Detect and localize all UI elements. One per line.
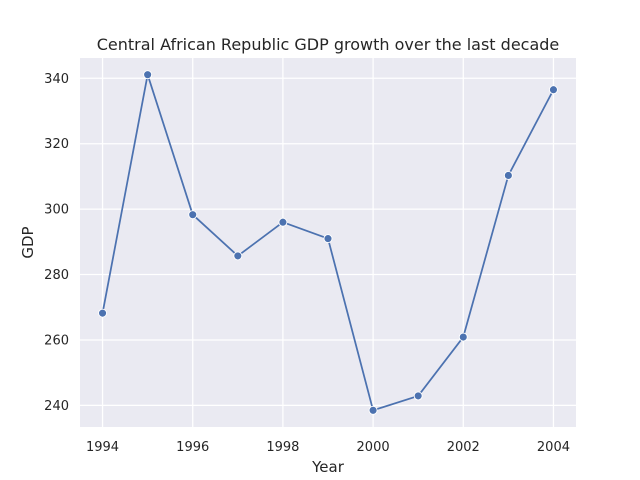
- x-tick-label: 2002: [447, 440, 480, 455]
- x-axis-label: Year: [311, 458, 345, 476]
- data-point: [188, 210, 198, 220]
- x-tick-label: 1998: [266, 440, 299, 455]
- x-tick-label: 2004: [537, 440, 570, 455]
- data-point: [278, 217, 288, 227]
- x-tick-label: 2000: [357, 440, 390, 455]
- data-point: [458, 332, 468, 342]
- data-point: [503, 170, 513, 180]
- data-point: [233, 251, 243, 261]
- data-point: [98, 308, 107, 318]
- series-layer: [98, 70, 558, 415]
- data-point: [549, 85, 558, 95]
- chart-title: Central African Republic GDP growth over…: [97, 35, 560, 54]
- data-point: [323, 234, 333, 244]
- y-tick-label: 260: [44, 333, 69, 348]
- x-tick-label: 1994: [86, 440, 119, 455]
- y-tick-label: 240: [44, 399, 69, 414]
- y-tick-label: 320: [44, 137, 69, 152]
- y-axis-label: GDP: [19, 226, 37, 258]
- data-point: [368, 405, 378, 415]
- y-tick-label: 340: [44, 72, 69, 87]
- tick-layer: 1994 1996 1998 2000 2002 2004 240 260 280 300 320 3…: [44, 72, 570, 455]
- x-tick-label: 1996: [176, 440, 209, 455]
- y-tick-label: 300: [44, 203, 69, 218]
- data-point: [143, 70, 153, 80]
- grid-layer: [80, 58, 576, 427]
- y-tick-label: 280: [44, 268, 69, 283]
- data-point: [413, 391, 423, 401]
